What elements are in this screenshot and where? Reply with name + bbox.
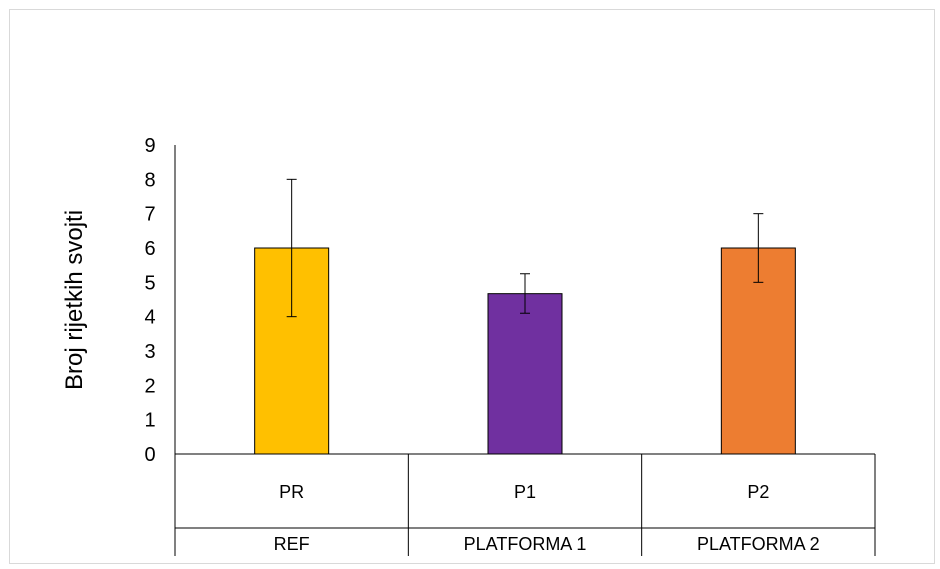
y-tick-label: 6 bbox=[144, 238, 155, 260]
y-tick-label: 7 bbox=[144, 204, 155, 226]
bars bbox=[254, 178, 796, 455]
y-tick-label: 4 bbox=[144, 307, 155, 329]
y-tick-label: 0 bbox=[144, 444, 155, 466]
x-category-label: P1 bbox=[514, 482, 536, 502]
y-tick-label: 9 bbox=[144, 135, 155, 157]
x-category-label: PR bbox=[279, 482, 304, 502]
bar-p1 bbox=[487, 293, 563, 455]
y-tick-label: 8 bbox=[144, 169, 155, 191]
y-tick-label: 2 bbox=[144, 375, 155, 397]
x-group-label: PLATFORMA 1 bbox=[464, 534, 587, 554]
y-tick-label: 3 bbox=[144, 341, 155, 363]
y-tick-label: 5 bbox=[144, 272, 155, 294]
labels: 0 1 2 3 4 5 6 7 8 9 PR REF P1 PLATFORMA 1 P2 PLATFORMA … bbox=[144, 135, 819, 554]
x-category-label: P2 bbox=[747, 482, 769, 502]
x-group-label: REF bbox=[274, 534, 310, 554]
y-axis-label: Broj rijetkih svojti bbox=[61, 210, 88, 390]
x-group-label: PLATFORMA 2 bbox=[697, 534, 820, 554]
y-tick-label: 1 bbox=[144, 410, 155, 432]
